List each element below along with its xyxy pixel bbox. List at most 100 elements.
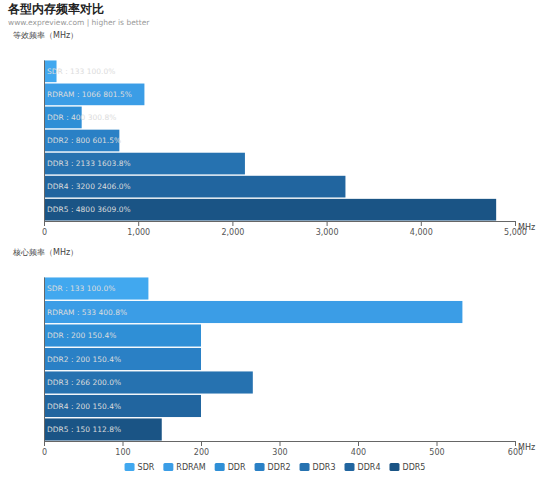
tick-label: 1,000 [127,228,150,237]
tick: 100 [115,441,130,457]
tick: 1,000 [127,221,150,237]
axis-line [45,221,516,222]
legend-swatch [163,463,173,471]
bars [44,60,496,220]
axis-line [44,278,45,442]
tick-label: 0 [42,448,47,457]
data-labels: SDR : 133 100.0% RDRAM : 1066 801.5% DDR :… [47,67,132,214]
legend-swatch [215,463,225,471]
data-label: SDR : 133 100.0% [47,67,115,76]
legend: SDR RDRAM DDR DDR2 DDR3 DDR4 DDR5 [125,463,426,472]
tick-label: 200 [194,448,209,457]
legend-swatch [389,463,399,471]
tick-label: 2,000 [221,228,244,237]
bar [44,199,496,221]
tick: 300 [272,441,287,457]
legend-label: DDR5 [402,463,425,472]
bar [44,348,201,370]
data-label: DDR3 : 2133 1603.8% [47,159,131,168]
legend-item: SDR [125,463,155,472]
legend-label: DDR2 [268,463,291,472]
subtitle: www.expreview.com | higher is better [8,18,150,27]
data-label: DDR5 : 4800 3609.0% [47,205,131,214]
legend-label: DDR3 [313,463,336,472]
axis-title: 核心频率（MHz） [12,248,78,257]
legend-item: DDR5 [389,463,425,472]
legend-label: DDR4 [358,463,381,472]
tick: 200 [194,441,209,457]
data-label: DDR4 : 200 150.4% [47,402,121,411]
axis-title: 等效频率（MHz） [13,31,78,40]
legend-label: SDR [138,463,155,472]
tick-mark [515,221,516,226]
data-label: DDR : 400 300.8% [47,113,116,122]
bar [44,277,148,299]
x-axis: 01,0002,0003,0004,0005,000 [42,221,527,237]
legend-swatch [255,463,265,471]
legend-swatch [125,463,135,471]
tick: 400 [351,441,366,457]
tick: 3,000 [316,221,339,237]
tick: 0 [42,441,47,457]
data-label: DDR4 : 3200 2406.0% [47,182,131,191]
tick-mark [280,441,281,446]
tick-mark [138,221,139,226]
data-labels: SDR : 133 100.0% RDRAM : 533 400.8% DDR : … [47,284,127,434]
tick-label: 0 [42,228,47,237]
bar [44,301,462,323]
tick-label: 4,000 [410,228,433,237]
bar [44,84,144,106]
tick-mark [515,441,516,446]
bar [44,418,162,440]
tick: 2,000 [221,221,244,237]
data-label: DDR2 : 200 150.4% [47,355,121,364]
bar [44,395,201,417]
data-label: DDR5 : 150 112.8% [47,425,121,434]
data-label: DDR : 200 150.4% [47,331,116,340]
chart-svg: 各型内存频率对比 www.expreview.com | higher is be… [0,0,550,484]
y-axis [44,278,45,442]
legend-item: DDR3 [300,463,336,472]
title: 各型内存频率对比 [7,2,104,16]
bars [44,277,462,440]
legend-item: DDR4 [345,463,381,472]
data-label: DDR3 : 266 200.0% [47,378,121,387]
legend-item: DDR [215,463,246,472]
tick-mark [437,441,438,446]
legend-item: RDRAM [163,463,205,472]
tick-label: 300 [272,448,287,457]
tick: 500 [429,441,444,457]
axis-unit: MHz [518,443,535,452]
tick-mark [421,221,422,226]
bar [44,324,201,346]
tick-label: 100 [115,448,130,457]
bar [44,153,245,175]
y-axis [44,61,45,222]
data-label: RDRAM : 1066 801.5% [47,90,132,99]
tick-mark [327,221,328,226]
legend-swatch [345,463,355,471]
tick-mark [358,441,359,446]
tick: 4,000 [410,221,433,237]
chart-container: 各型内存频率对比 www.expreview.com | higher is be… [0,0,550,484]
bar [44,176,345,198]
tick-mark [44,221,45,226]
tick-mark [232,221,233,226]
legend-label: RDRAM [176,463,205,472]
tick-mark [123,441,124,446]
tick-label: 400 [351,448,366,457]
legend-label: DDR [228,463,246,472]
legend-item: DDR2 [255,463,291,472]
data-label: RDRAM : 533 400.8% [47,308,127,317]
axis-line [44,61,45,222]
legend-swatch [300,463,310,471]
data-label: DDR2 : 800 601.5% [47,136,121,145]
tick-mark [44,441,45,446]
tick-label: 500 [429,448,444,457]
data-label: SDR : 133 100.0% [47,284,115,293]
bar [44,371,253,393]
x-axis: 0100200300400500600 [42,441,523,457]
tick-label: 3,000 [316,228,339,237]
axis-unit: MHz [518,223,535,232]
tick-mark [201,441,202,446]
